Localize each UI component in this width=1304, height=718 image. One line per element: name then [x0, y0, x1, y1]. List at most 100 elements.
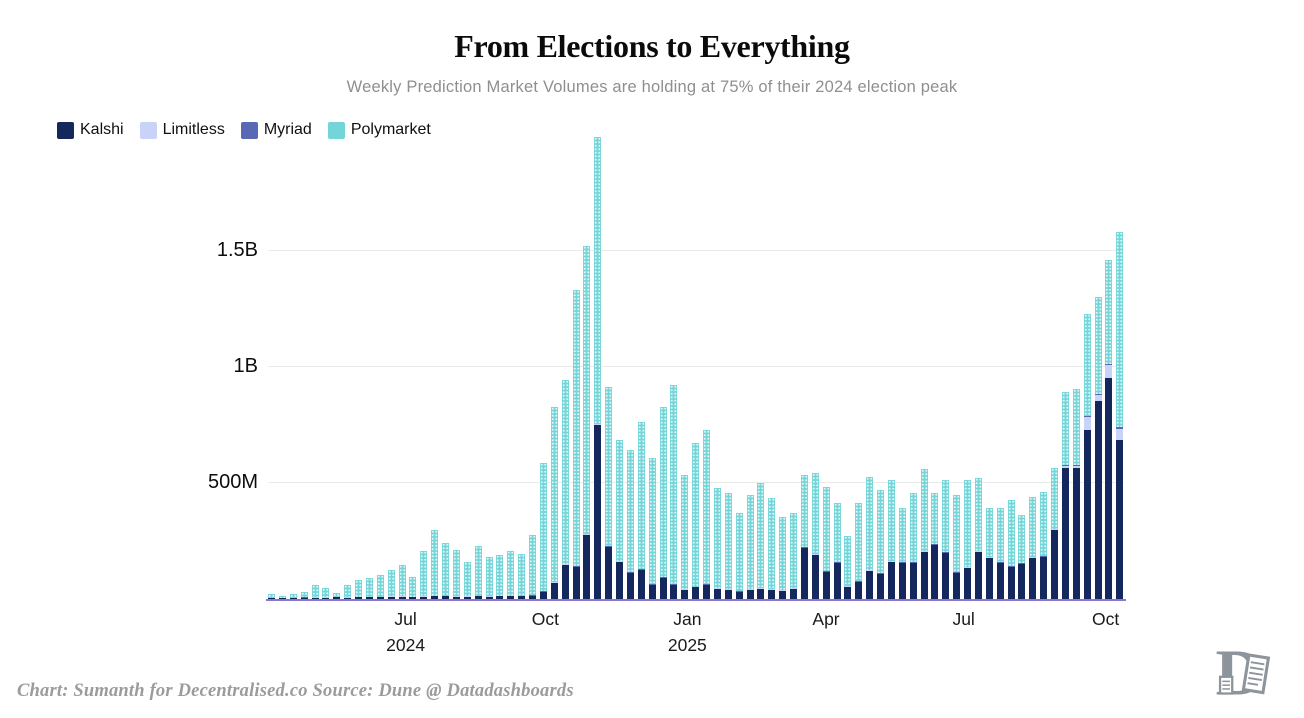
segment-polymarket — [442, 543, 449, 596]
segment-polymarket — [431, 530, 439, 596]
bar-week-73 — [1061, 392, 1069, 599]
bar-week-67 — [996, 508, 1004, 599]
bar-week-28 — [572, 290, 580, 599]
segment-kalshi — [866, 570, 874, 599]
legend-item-limitless: Limitless — [139, 121, 225, 139]
segment-kalshi — [735, 592, 743, 599]
legend-item-polymarket: Polymarket — [327, 121, 431, 139]
segment-kalshi — [322, 597, 330, 599]
bar-week-58 — [898, 508, 906, 599]
segment-polymarket — [811, 473, 819, 555]
segment-polymarket — [268, 594, 275, 598]
segment-kalshi — [844, 586, 852, 599]
segment-kalshi — [1018, 563, 1026, 599]
segment-kalshi — [300, 597, 308, 599]
segment-kalshi — [572, 566, 580, 599]
x-axis-tick-Oct: Oct — [1091, 609, 1120, 629]
segment-polymarket — [387, 570, 395, 597]
segment-polymarket — [637, 422, 645, 570]
segment-polymarket — [1116, 232, 1124, 428]
bar-week-5 — [322, 588, 330, 599]
segment-polymarket — [790, 513, 797, 588]
segment-kalshi — [1029, 557, 1037, 599]
bar-week-53 — [844, 535, 852, 599]
bar-week-35 — [648, 457, 656, 599]
legend-item-myriad: Myriad — [240, 121, 312, 139]
segment-polymarket — [1029, 496, 1037, 558]
segment-limitless — [1061, 466, 1069, 468]
legend-item-kalshi: Kalshi — [57, 121, 124, 139]
segment-polymarket — [572, 290, 580, 567]
segment-kalshi — [985, 557, 993, 599]
segment-kalshi — [800, 547, 808, 599]
y-axis-label-1.5B: 1.5B — [216, 239, 258, 261]
x-axis-labels: Jul 2024 Oct Jan 2025 Apr Jul Oct — [268, 606, 1124, 666]
segment-limitless — [1116, 428, 1124, 441]
segment-polymarket — [1007, 499, 1015, 567]
segment-kalshi — [529, 595, 536, 599]
segment-kalshi — [713, 588, 721, 599]
bar-week-52 — [833, 502, 841, 599]
segment-kalshi — [561, 564, 569, 599]
gridline-1B — [268, 366, 1124, 367]
bar-week-34 — [637, 422, 645, 599]
segment-polymarket — [877, 490, 884, 574]
bar-week-21 — [496, 554, 504, 599]
segment-kalshi — [431, 596, 439, 599]
polymarket-swatch-icon — [327, 121, 345, 139]
bar-week-78 — [1116, 232, 1124, 599]
legend-label: Limitless — [162, 121, 225, 138]
segment-kalshi — [398, 596, 406, 599]
bar-week-47 — [779, 517, 787, 599]
segment-kalshi — [1105, 378, 1113, 599]
segment-polymarket — [855, 503, 863, 582]
segment-polymarket — [931, 493, 939, 545]
segment-myriad — [1083, 416, 1091, 418]
bar-week-24 — [529, 535, 536, 599]
segment-polymarket — [1061, 392, 1069, 466]
segment-kalshi — [974, 551, 982, 599]
segment-kalshi — [887, 561, 895, 599]
segment-kalshi — [485, 596, 493, 599]
segment-polymarket — [844, 535, 852, 587]
decentralised-logo-icon: D — [1216, 637, 1271, 709]
bar-week-59 — [909, 493, 917, 599]
bar-week-72 — [1051, 467, 1058, 599]
bar-week-29 — [583, 246, 591, 599]
bar-week-60 — [920, 469, 928, 599]
segment-polymarket — [703, 430, 710, 585]
segment-polymarket — [670, 385, 678, 585]
legend-label: Myriad — [263, 121, 312, 138]
bar-week-9 — [365, 578, 373, 599]
bar-week-11 — [387, 570, 395, 599]
segment-polymarket — [833, 502, 841, 563]
segment-kalshi — [583, 534, 591, 599]
segment-polymarket — [496, 554, 504, 596]
segment-kalshi — [1072, 467, 1080, 599]
segment-kalshi — [507, 596, 515, 599]
segment-polymarket — [1072, 389, 1080, 466]
bar-week-76 — [1094, 297, 1102, 599]
segment-kalshi — [409, 597, 417, 599]
segment-limitless — [1094, 395, 1102, 402]
segment-polymarket — [1083, 313, 1091, 417]
segment-kalshi — [1094, 401, 1102, 599]
bar-week-40 — [703, 430, 710, 599]
bar-week-10 — [376, 575, 384, 599]
bar-week-38 — [681, 475, 689, 599]
bar-week-41 — [713, 488, 721, 599]
segment-kalshi — [648, 585, 656, 599]
segment-kalshi — [757, 588, 765, 599]
legend-label: Polymarket — [350, 121, 431, 138]
segment-myriad — [1105, 364, 1113, 366]
x-axis-tick-Jul: Jul — [952, 609, 975, 629]
bar-week-66 — [985, 508, 993, 599]
segment-kalshi — [311, 597, 319, 599]
bar-week-50 — [811, 473, 819, 599]
segment-polymarket — [322, 588, 330, 598]
segment-kalshi — [333, 597, 341, 599]
bar-week-69 — [1018, 515, 1026, 599]
bar-week-18 — [463, 561, 471, 599]
segment-kalshi — [692, 587, 700, 599]
segment-polymarket — [1040, 492, 1048, 557]
